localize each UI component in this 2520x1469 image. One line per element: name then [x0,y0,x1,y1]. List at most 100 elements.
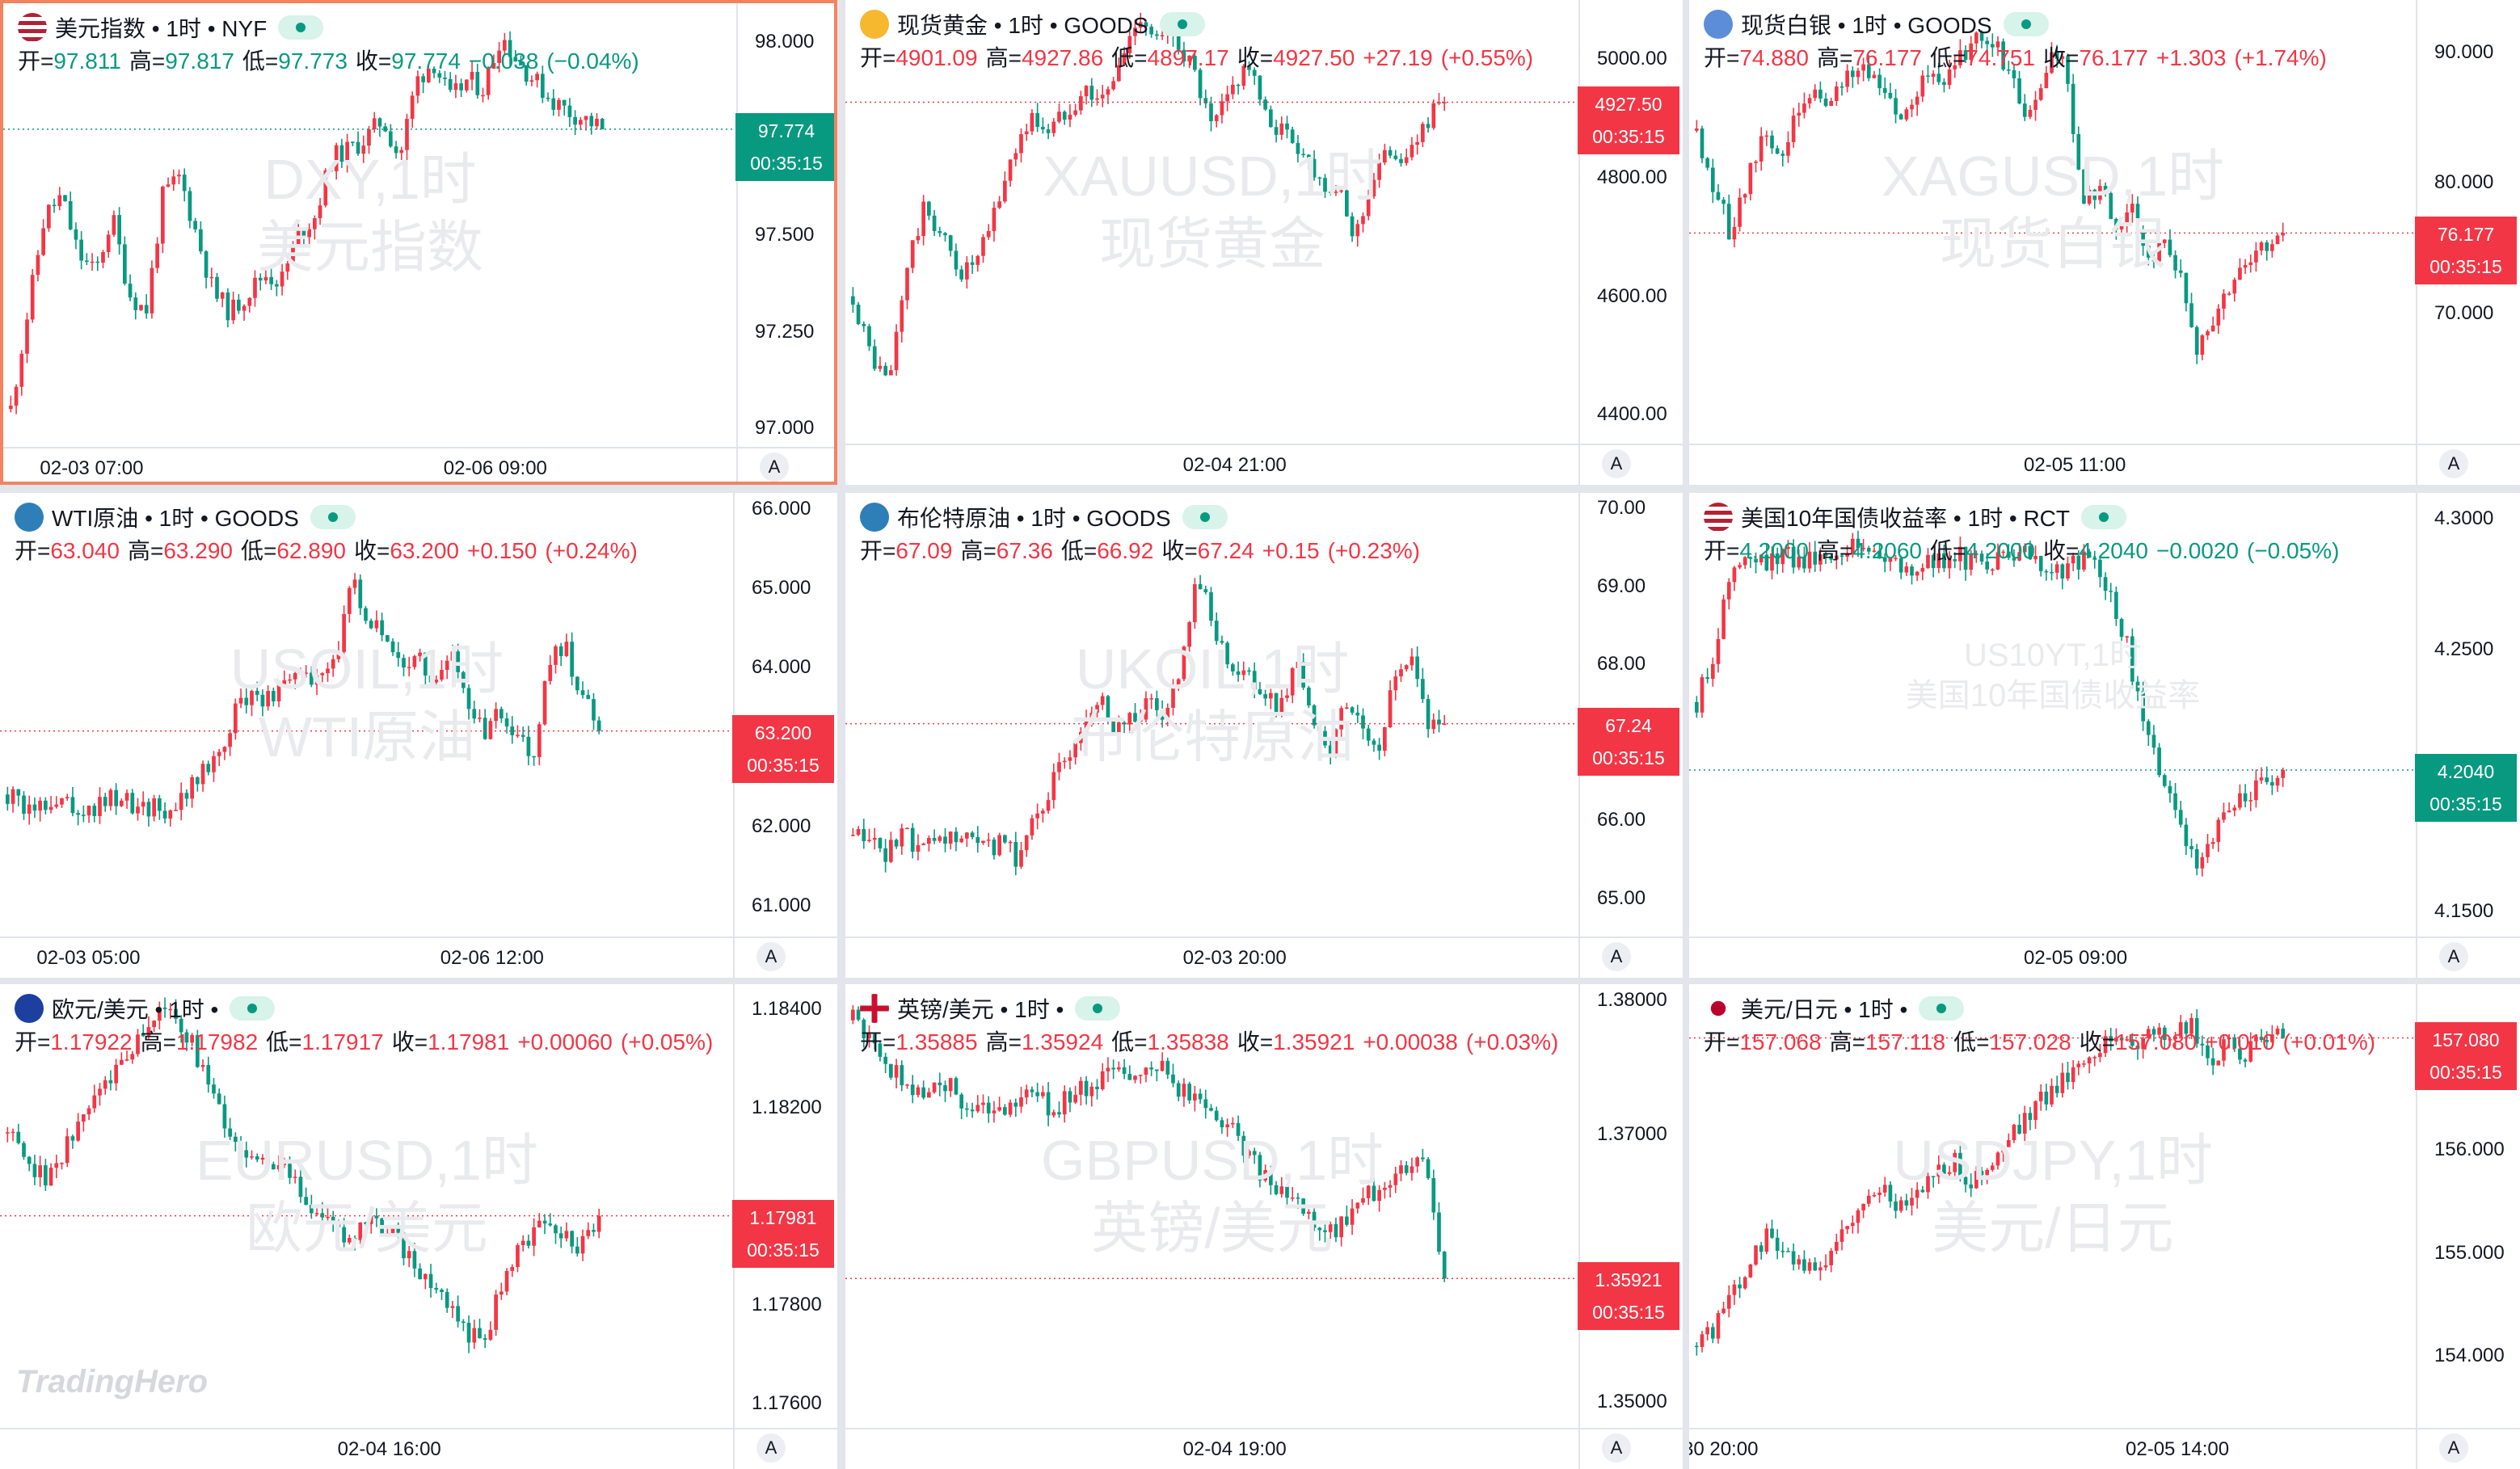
watermark-ticker: US10YT,1时 [1963,638,2143,673]
price-tick-label: 65.00 [1597,886,1646,909]
price-tick-label: 1.38000 [1597,988,1667,1011]
candle-body [1764,1228,1769,1252]
chart-panel-silver[interactable]: XAGUSD,1时 现货白银 现货白银 • 1时 • GOODS 开=74.880 高=… [1689,0,2520,485]
candle-body [546,98,550,99]
symbol-header[interactable]: 现货黄金 • 1时 • GOODS [860,8,1205,40]
chart-panel-wti[interactable]: USOIL,1时 WTI原油 WTI原油 • 1时 • GOODS 开=63.040 高… [0,493,837,978]
candle-body [1323,730,1327,746]
candle-body [238,697,243,704]
ohlc-close-value: 4927.50 [1273,45,1355,70]
chart-svg-brent [845,493,1683,978]
symbol-title[interactable]: 现货黄金 • 1时 • GOODS [897,13,1148,38]
candle-body [1990,569,1995,571]
candle-body [396,652,401,659]
ohlc-change: +0.010 [2205,1029,2275,1054]
symbol-header[interactable]: 布伦特原油 • 1时 • GOODS [860,501,1228,533]
candle-body [168,810,173,819]
candle-body [86,1108,91,1115]
candle-body [502,40,507,51]
candle-body [304,672,308,674]
candle-body [82,1114,86,1122]
chart-panel-dxy[interactable]: DXY,1时 美元指数 美元指数 • 1时 • NYF 开=97.811 高=97.81… [0,0,837,485]
candle-body [2151,1029,2156,1035]
price-tick-label: 1.37000 [1597,1122,1667,1145]
auto-scale-button[interactable]: A [756,942,786,971]
symbol-header[interactable]: 英镑/美元 • 1时 • [860,992,1121,1025]
candle-body [1898,1200,1903,1211]
candle-body [954,831,959,843]
candle-body [1415,1157,1419,1167]
chart-panel-brent[interactable]: UKOIL,1时 布伦特原油 布伦特原油 • 1时 • GOODS 开=67.09 高=… [845,493,1683,978]
candle-body [1764,554,1769,571]
candle-body [1813,1262,1818,1271]
watermark-name: 美元/日元 [1932,1197,2174,1260]
symbol-title[interactable]: 现货白银 • 1时 • GOODS [1741,13,1992,38]
candle-body [466,1323,471,1343]
candle-body [228,733,232,747]
candle-body [499,1291,504,1295]
ohlc-close-value: 157.080 [2115,1029,2198,1054]
candle-body [95,261,100,263]
candle-body [1888,558,1893,562]
symbol-title[interactable]: 欧元/美元 • 1时 • [52,997,219,1022]
last-price-badge: 157.080 00:35:15 [2415,1021,2517,1090]
price-tick-label: 156.000 [2434,1138,2505,1160]
symbol-title[interactable]: 布伦特原油 • 1时 • GOODS [897,506,1171,531]
candle-body [1165,707,1170,720]
symbol-watermark: XAGUSD,1时 现货白银 [1689,142,2417,278]
ohlc-close-label: 收= [2043,538,2080,563]
candle-body [1431,1178,1436,1213]
symbol-title[interactable]: 美元指数 • 1时 • NYF [55,16,268,41]
chart-panel-gold[interactable]: XAUUSD,1时 现货黄金 现货黄金 • 1时 • GOODS 开=4901.09 高… [845,0,1683,485]
chart-panel-eurusd[interactable]: EURUSD,1时 欧元/美元 欧元/美元 • 1时 • 开=1.17922 高=1.1… [0,984,837,1469]
candle-body [1317,1227,1322,1231]
candle-body [1279,1186,1284,1194]
candle-body [862,323,866,326]
symbol-header[interactable]: 美元指数 • 1时 • NYF [18,11,324,44]
symbol-title[interactable]: 英镑/美元 • 1时 • [897,997,1064,1022]
last-price-value: 1.17981 [749,1206,817,1228]
symbol-header[interactable]: 欧元/美元 • 1时 • [15,992,276,1025]
symbol-title[interactable]: 美元/日元 • 1时 • [1741,997,1908,1022]
candle-body [584,116,588,120]
candle-body [16,789,21,796]
candle-body [410,95,415,120]
candle-body [426,68,431,82]
auto-scale-button[interactable]: A [760,452,789,482]
candle-body [1187,56,1191,62]
candle-body [209,276,214,279]
symbol-header[interactable]: 现货白银 • 1时 • GOODS [1704,8,2049,40]
chart-panel-usdjpy[interactable]: USDJPY,1时 美元/日元 美元/日元 • 1时 • 开=157.068 高=157… [1689,984,2520,1469]
ohlc-change-pct: (+0.01%) [2282,1029,2376,1054]
candle-body [1372,740,1376,745]
auto-scale-button[interactable]: A [756,1433,786,1463]
candle-body [124,793,129,801]
chart-panel-us10y[interactable]: US10YT,1时 美国10年国债收益率 美国10年国债收益率 • 1时 • RCT… [1689,493,2520,978]
candle-body [434,680,439,683]
symbol-header[interactable]: 美国10年国债收益率 • 1时 • RCT [1704,501,2126,533]
auto-scale-button[interactable]: A [2439,1433,2468,1463]
symbol-header[interactable]: 美元/日元 • 1时 • [1704,992,1965,1025]
candle-body [2146,1029,2151,1038]
candle-body [2210,325,2215,332]
candle-body [997,201,1001,208]
candle-body [932,838,937,841]
candle-body [1705,677,1709,680]
auto-scale-button[interactable]: A [1602,1433,1631,1463]
candle-body [112,215,116,235]
candle-body [1111,81,1115,90]
auto-scale-button[interactable]: A [2439,449,2468,478]
chart-panel-gbpusd[interactable]: GBPUSD,1时 英镑/美元 英镑/美元 • 1时 • 开=1.35885 高=1.3… [845,984,1683,1469]
auto-scale-button[interactable]: A [1602,449,1631,478]
symbol-header[interactable]: WTI原油 • 1时 • GOODS [15,501,356,533]
candle-body [1382,726,1387,751]
candle-body [1437,102,1441,104]
symbol-title[interactable]: 美国10年国债收益率 • 1时 • RCT [1741,506,2070,531]
auto-scale-button[interactable]: A [1602,942,1631,971]
candle-body [976,255,980,265]
candle-body [1839,86,1844,88]
symbol-title[interactable]: WTI原油 • 1时 • GOODS [52,506,299,531]
auto-scale-button[interactable]: A [2439,942,2468,971]
candle-body [494,709,498,722]
candle-body [562,99,567,106]
